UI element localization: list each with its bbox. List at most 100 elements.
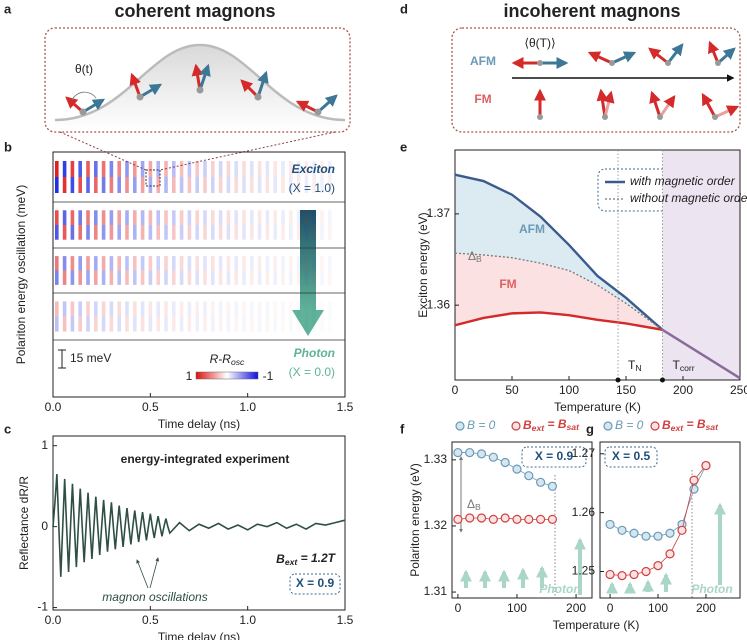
angle-label: θ(t) <box>75 62 93 76</box>
angle-label: ⟨θ(T)⟩ <box>524 36 555 50</box>
heatmap-cell <box>187 161 192 177</box>
marker-dot <box>659 377 665 383</box>
heatmap-cell <box>94 301 98 317</box>
heatmap-cell <box>156 301 160 317</box>
heatmap-cell <box>117 225 121 240</box>
heatmap-cell <box>187 270 192 285</box>
heatmap-cell <box>250 210 254 225</box>
heatmap-cell <box>242 177 246 193</box>
plot-frame <box>451 441 593 599</box>
gap-label: ΔB <box>468 249 482 264</box>
heatmap-cell <box>257 316 262 332</box>
y-tick-label: 1.25 <box>572 564 596 578</box>
series-line <box>454 252 663 331</box>
heatmap-cell <box>296 256 301 271</box>
heatmap-cell <box>172 270 176 285</box>
heatmap-cell <box>296 177 301 193</box>
series-line <box>52 473 346 577</box>
fm-spins <box>534 88 740 120</box>
heatmap-cell <box>265 210 270 225</box>
x-tick-label: 0 <box>607 601 614 615</box>
data-point <box>488 452 498 462</box>
heatmap-cell <box>156 256 160 271</box>
x-tick-label: 0 <box>452 383 459 397</box>
x-axis-label: Time delay (ns) <box>158 630 240 640</box>
heatmap-cell <box>55 177 59 193</box>
heatmap-cell <box>94 177 98 193</box>
heatmap-cell <box>156 270 160 285</box>
heatmap-cell <box>101 210 106 225</box>
subscript: ext <box>285 557 299 567</box>
x-tick-label: 1.0 <box>239 613 256 627</box>
heatmap-cell <box>304 225 309 240</box>
heatmap-cell <box>328 317 332 332</box>
heatmap-cell <box>70 256 75 271</box>
heatmap-cell <box>148 256 153 271</box>
data-point <box>665 528 675 538</box>
x-tick-label: 100 <box>507 601 527 615</box>
heatmap-cell <box>148 177 153 193</box>
heatmap-cell <box>304 210 309 225</box>
heatmap-cell <box>211 270 215 285</box>
data-point <box>465 447 475 458</box>
subscript: corr <box>680 363 695 373</box>
heatmap-cell <box>218 270 223 285</box>
heatmap-cell <box>86 256 90 271</box>
heatmap-cell <box>78 225 82 240</box>
heatmap-cell <box>328 210 332 225</box>
heatmap-cell <box>273 210 277 225</box>
heatmap-cell <box>109 177 114 193</box>
heatmap-cell <box>257 210 262 225</box>
data-point <box>453 447 463 458</box>
heatmap-cell <box>320 301 324 316</box>
x-tick-label: 150 <box>616 383 636 397</box>
zoom-line <box>159 131 336 171</box>
heatmap-cell <box>125 225 129 240</box>
heatmap-cell <box>140 210 145 225</box>
heatmap-cell <box>289 225 293 240</box>
gap-label: ΔB <box>467 497 481 512</box>
heatmap-cell <box>218 210 223 225</box>
data-point <box>677 525 687 535</box>
heatmap-cell <box>109 270 114 285</box>
heatmap-cell <box>117 177 121 193</box>
heatmap-cell <box>203 161 207 177</box>
heatmap-cell <box>234 270 238 285</box>
heatmap-cell <box>70 301 75 317</box>
data-point <box>653 531 663 541</box>
zoom-box <box>145 169 161 187</box>
heatmap-cell <box>55 256 59 271</box>
data-point <box>689 475 699 485</box>
heatmap-cell <box>172 301 176 317</box>
heatmap-cell <box>94 210 98 225</box>
data-point <box>476 449 487 459</box>
heatmap-cell <box>203 316 207 332</box>
heatmap-cell <box>234 256 238 271</box>
data-point <box>617 571 627 581</box>
annotation: X = 0.9 <box>296 576 335 590</box>
heatmap-cell <box>312 256 316 271</box>
data-point <box>512 464 522 474</box>
text-part: T <box>672 358 680 372</box>
heatmap-cell <box>62 177 67 193</box>
heatmap-cell <box>125 210 129 225</box>
heatmap-cell <box>172 161 176 177</box>
heatmap-cell <box>257 177 262 193</box>
data-point <box>524 514 534 524</box>
heatmap-cell <box>203 210 207 225</box>
data-point <box>476 513 487 523</box>
panel-title: incoherent magnons <box>503 1 680 21</box>
heatmap-cell <box>211 316 215 332</box>
heatmap-cell <box>195 256 199 271</box>
heatmap-cell <box>125 270 129 285</box>
heatmap-cell <box>86 210 90 225</box>
text-part: R-R <box>210 352 232 366</box>
heatmap-cell <box>70 177 75 193</box>
heatmap-cell <box>70 210 75 225</box>
heatmap-cell <box>218 161 223 177</box>
heatmap-cell <box>109 301 114 317</box>
heatmap-cell <box>273 317 277 332</box>
heatmap-cell <box>305 317 309 332</box>
heatmap-cell <box>70 161 75 177</box>
heatmap-cell <box>133 256 137 271</box>
